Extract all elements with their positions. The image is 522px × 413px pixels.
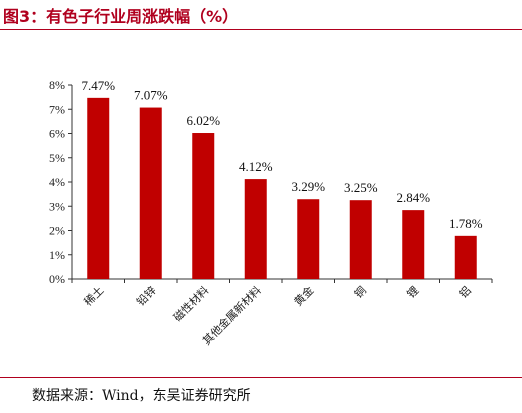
- bar: [244, 179, 267, 279]
- data-label: 4.12%: [239, 159, 273, 174]
- bar: [192, 133, 215, 279]
- y-tick-label: 4%: [49, 175, 65, 189]
- data-label: 1.78%: [449, 216, 483, 231]
- data-label: 3.25%: [344, 180, 378, 195]
- title-divider: [0, 29, 522, 30]
- bar: [402, 210, 425, 279]
- x-tick-label: 黄金: [291, 283, 316, 308]
- y-tick-label: 7%: [49, 102, 65, 116]
- y-tick-label: 2%: [49, 224, 65, 238]
- source-note: 数据来源：Wind，东吴证券研究所: [32, 388, 251, 404]
- bar: [454, 235, 477, 279]
- source-divider: [0, 377, 522, 378]
- bar: [297, 199, 320, 279]
- x-tick-label: 铝: [456, 283, 474, 301]
- data-label: 2.84%: [396, 190, 430, 205]
- bar: [349, 200, 372, 279]
- data-label: 6.02%: [186, 113, 220, 128]
- y-tick-label: 3%: [49, 199, 65, 213]
- y-tick-label: 1%: [49, 248, 65, 262]
- data-label: 7.07%: [134, 88, 168, 103]
- figure-title: 图3：有色子行业周涨跌幅（%）: [3, 7, 239, 26]
- chart-axes: 0% 1% 2% 3% 4% 5% 6% 7% 8%: [49, 78, 493, 286]
- x-tick-label: 稀土: [82, 284, 107, 309]
- x-tick-label: 锂: [404, 283, 422, 301]
- x-tick-label: 铅锌: [133, 283, 158, 308]
- y-tick-label: 0%: [49, 272, 65, 286]
- x-tick-label: 铜: [351, 283, 369, 301]
- y-tick-label: 6%: [49, 127, 65, 141]
- data-label: 7.47%: [81, 78, 115, 93]
- y-tick-label: 8%: [49, 78, 65, 92]
- x-tick-label: 磁性材料: [170, 283, 211, 324]
- y-tick-label: 5%: [49, 151, 65, 165]
- bar: [87, 97, 110, 279]
- bar-chart: 0% 1% 2% 3% 4% 5% 6% 7% 8% 7.47% 稀土 7.07% 铅锌 6.02% 磁性…: [49, 78, 493, 348]
- chart-bars: [87, 97, 477, 280]
- bar: [139, 107, 162, 280]
- data-label: 3.29%: [291, 179, 325, 194]
